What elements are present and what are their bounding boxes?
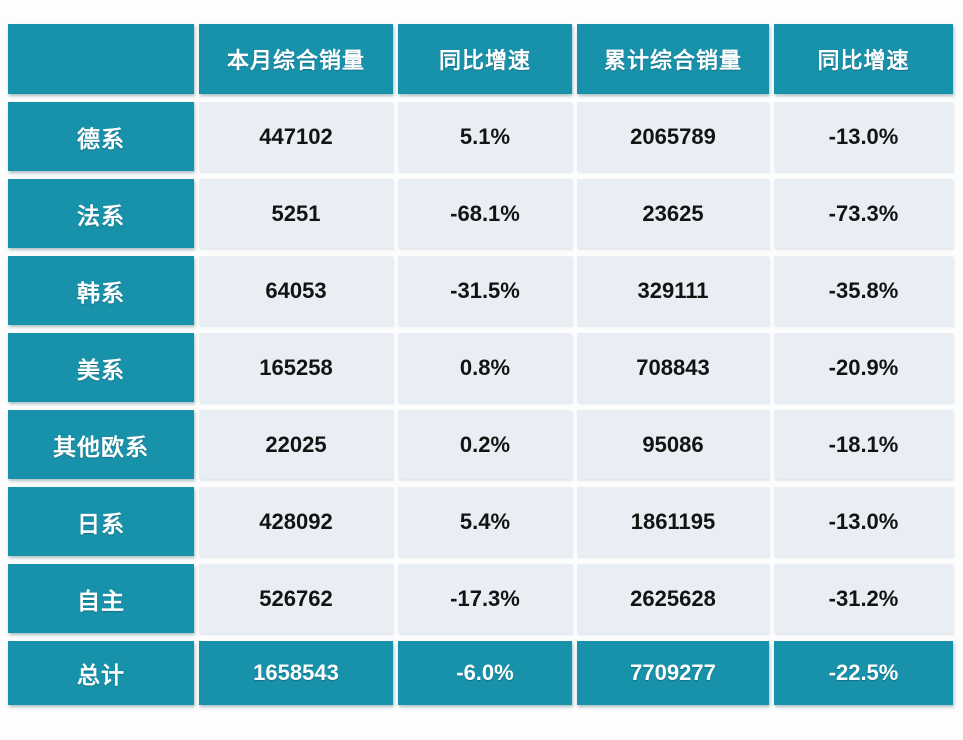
row-label: 其他欧系: [8, 410, 194, 479]
cell-monthly-sales: 165258: [199, 333, 393, 402]
cell-cumulative-yoy: -18.1%: [774, 410, 953, 479]
total-row: 总计 1658543 -6.0% 7709277 -22.5%: [8, 641, 953, 705]
cell-cumulative-yoy: -13.0%: [774, 102, 953, 171]
cell-monthly-yoy: -17.3%: [398, 564, 572, 633]
cell-monthly-sales: 64053: [199, 256, 393, 325]
header-row: 本月综合销量 同比增速 累计综合销量 同比增速: [8, 24, 953, 94]
cell-cumulative-sales: 95086: [577, 410, 769, 479]
cell-monthly-yoy: 0.2%: [398, 410, 572, 479]
total-cumulative-yoy: -22.5%: [774, 641, 953, 705]
table-row-german: 德系 447102 5.1% 2065789 -13.0%: [8, 102, 953, 171]
cell-cumulative-yoy: -13.0%: [774, 487, 953, 556]
cell-monthly-yoy: -68.1%: [398, 179, 572, 248]
cell-monthly-sales: 5251: [199, 179, 393, 248]
cell-monthly-yoy: -31.5%: [398, 256, 572, 325]
cell-cumulative-sales: 708843: [577, 333, 769, 402]
cell-cumulative-sales: 1861195: [577, 487, 769, 556]
table-row-french: 法系 5251 -68.1% 23625 -73.3%: [8, 179, 953, 248]
col-header-monthly-sales: 本月综合销量: [199, 24, 393, 94]
cell-cumulative-yoy: -31.2%: [774, 564, 953, 633]
cell-monthly-sales: 22025: [199, 410, 393, 479]
row-label: 韩系: [8, 256, 194, 325]
col-header-cumulative-yoy: 同比增速: [774, 24, 953, 94]
cell-cumulative-yoy: -20.9%: [774, 333, 953, 402]
cell-monthly-sales: 428092: [199, 487, 393, 556]
cell-monthly-yoy: 0.8%: [398, 333, 572, 402]
total-cumulative-sales: 7709277: [577, 641, 769, 705]
row-label: 法系: [8, 179, 194, 248]
total-monthly-sales: 1658543: [199, 641, 393, 705]
cell-monthly-yoy: 5.1%: [398, 102, 572, 171]
table-row-other-european: 其他欧系 22025 0.2% 95086 -18.1%: [8, 410, 953, 479]
table-row-american: 美系 165258 0.8% 708843 -20.9%: [8, 333, 953, 402]
col-header-monthly-yoy: 同比增速: [398, 24, 572, 94]
table-row-domestic: 自主 526762 -17.3% 2625628 -31.2%: [8, 564, 953, 633]
corner-cell: [8, 24, 194, 94]
cell-cumulative-yoy: -35.8%: [774, 256, 953, 325]
total-row-label: 总计: [8, 641, 194, 705]
row-label: 德系: [8, 102, 194, 171]
cell-cumulative-sales: 23625: [577, 179, 769, 248]
cell-monthly-sales: 447102: [199, 102, 393, 171]
table-row-korean: 韩系 64053 -31.5% 329111 -35.8%: [8, 256, 953, 325]
cell-cumulative-yoy: -73.3%: [774, 179, 953, 248]
row-label: 自主: [8, 564, 194, 633]
cell-monthly-sales: 526762: [199, 564, 393, 633]
cell-monthly-yoy: 5.4%: [398, 487, 572, 556]
cell-cumulative-sales: 329111: [577, 256, 769, 325]
total-monthly-yoy: -6.0%: [398, 641, 572, 705]
auto-sales-table: 本月综合销量 同比增速 累计综合销量 同比增速 德系 447102 5.1% 2…: [3, 16, 958, 713]
col-header-cumulative-sales: 累计综合销量: [577, 24, 769, 94]
row-label: 美系: [8, 333, 194, 402]
row-label: 日系: [8, 487, 194, 556]
cell-cumulative-sales: 2065789: [577, 102, 769, 171]
table-row-japanese: 日系 428092 5.4% 1861195 -13.0%: [8, 487, 953, 556]
cell-cumulative-sales: 2625628: [577, 564, 769, 633]
